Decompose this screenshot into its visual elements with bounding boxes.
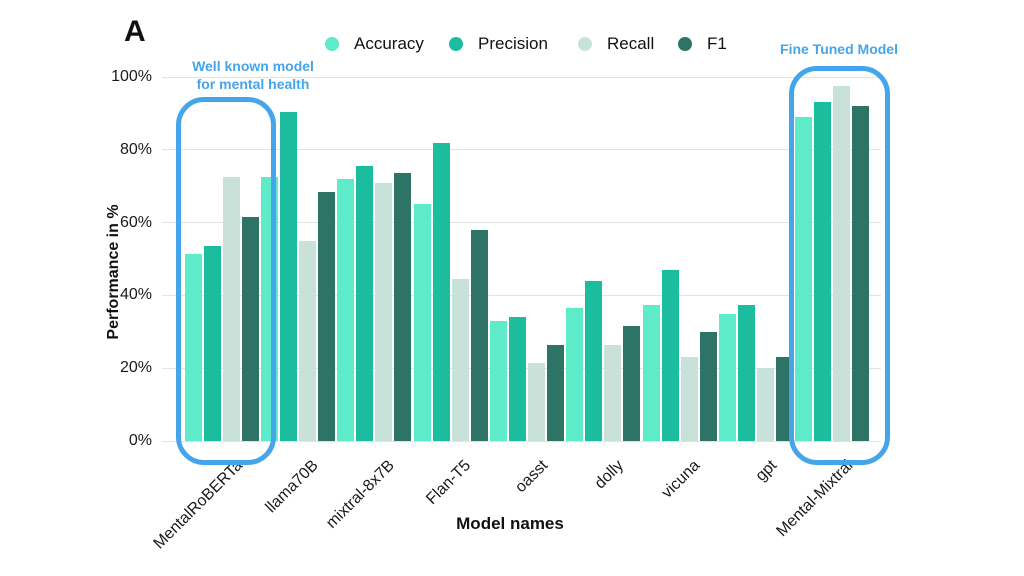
legend-label-f1: F1 [707, 34, 727, 53]
bar-f1-vicuna [699, 331, 717, 441]
y-tick-label-60%: 60% [119, 213, 152, 231]
bar-recall-Mental-Mixtral [833, 86, 851, 441]
bar-f1-mixtral-8x7B [394, 173, 412, 441]
y-tick-label-0%: 0% [128, 432, 152, 449]
bar-recall-llama70B [298, 240, 316, 441]
legend-item-accuracy: Accuracy [325, 34, 424, 53]
legend-item-precision: Precision [449, 34, 548, 53]
bar-precision-gpt [737, 304, 755, 441]
legend-label-recall: Recall [607, 34, 655, 53]
y-tick-label-20%: 20% [119, 359, 152, 377]
bar-precision-Flan-T5 [432, 142, 450, 441]
annotation-fine-tuned-model: Fine Tuned Model [780, 41, 898, 57]
panel-label: A [124, 15, 146, 48]
x-tick-label-vicuna: vicuna [658, 457, 704, 502]
x-tick-label-dolly: dolly [591, 457, 628, 493]
bar-f1-oasst [546, 344, 564, 441]
legend-label-accuracy: Accuracy [354, 34, 424, 53]
bar-precision-oasst [508, 317, 526, 441]
x-tick-label-oasst: oasst [511, 457, 551, 497]
bar-f1-llama70B [317, 191, 335, 441]
bar-accuracy-gpt [718, 313, 736, 441]
bar-f1-dolly [623, 326, 641, 441]
y-tick-label-80%: 80% [119, 140, 152, 158]
bar-accuracy-oasst [489, 320, 507, 441]
x-tick-label-mixtral-8x7B: mixtral-8x7B [323, 457, 399, 532]
bar-recall-oasst [527, 362, 545, 441]
highlight-box-well-known-model [176, 97, 276, 465]
bar-recall-mixtral-8x7B [375, 182, 393, 441]
bar-accuracy-MentalRoBERTa [184, 253, 202, 441]
bar-recall-dolly [604, 344, 622, 441]
bar-f1-gpt [775, 357, 793, 441]
bar-accuracy-vicuna [642, 304, 660, 441]
y-tick-label-40%: 40% [119, 286, 152, 304]
legend-dot-precision-icon [449, 37, 463, 51]
x-axis-title: Model names [456, 514, 564, 533]
gridline-0% [162, 440, 881, 442]
annotation-well-known-model: Well known model for mental health [182, 57, 324, 93]
x-tick-label-Mental-Mixtral: Mental-Mixtral [773, 457, 857, 541]
legend-dot-accuracy-icon [325, 37, 339, 51]
bar-f1-Flan-T5 [470, 229, 488, 441]
legend-label-precision: Precision [478, 34, 548, 53]
bar-accuracy-Mental-Mixtral [795, 117, 813, 441]
x-tick-label-llama70B: llama70B [262, 457, 322, 517]
bar-precision-vicuna [661, 269, 679, 441]
x-tick-label-Flan-T5: Flan-T5 [423, 457, 475, 509]
gridline-60% [162, 222, 881, 224]
x-tick-label-MentalRoBERTa: MentalRoBERTa [150, 457, 246, 553]
legend-item-recall: Recall [578, 34, 655, 53]
bar-accuracy-Flan-T5 [413, 204, 431, 441]
bar-precision-mixtral-8x7B [356, 166, 374, 441]
bar-precision-llama70B [279, 111, 297, 441]
bar-recall-Flan-T5 [451, 279, 469, 441]
gridline-80% [162, 149, 881, 151]
bar-f1-MentalRoBERTa [241, 217, 259, 441]
bar-precision-Mental-Mixtral [814, 102, 832, 441]
legend-item-f1: F1 [678, 34, 727, 53]
highlight-box-fine-tuned-model [789, 66, 890, 465]
annotation-well-known-line2: for mental health [196, 76, 310, 92]
gridline-40% [162, 294, 881, 296]
bar-precision-MentalRoBERTa [203, 246, 221, 441]
bar-recall-gpt [756, 368, 774, 441]
legend-dot-f1-icon [678, 37, 692, 51]
bar-recall-MentalRoBERTa [222, 177, 240, 441]
gridline-100% [162, 76, 881, 78]
legend-dot-recall-icon [578, 37, 592, 51]
bar-recall-vicuna [680, 357, 698, 441]
annotation-well-known-line1: Well known model [192, 58, 314, 74]
y-tick-label-100%: 100% [111, 68, 152, 85]
bar-accuracy-mixtral-8x7B [337, 178, 355, 441]
bar-f1-Mental-Mixtral [852, 106, 870, 441]
bar-accuracy-dolly [566, 308, 584, 441]
bar-precision-dolly [585, 280, 603, 441]
x-tick-label-gpt: gpt [752, 457, 780, 485]
